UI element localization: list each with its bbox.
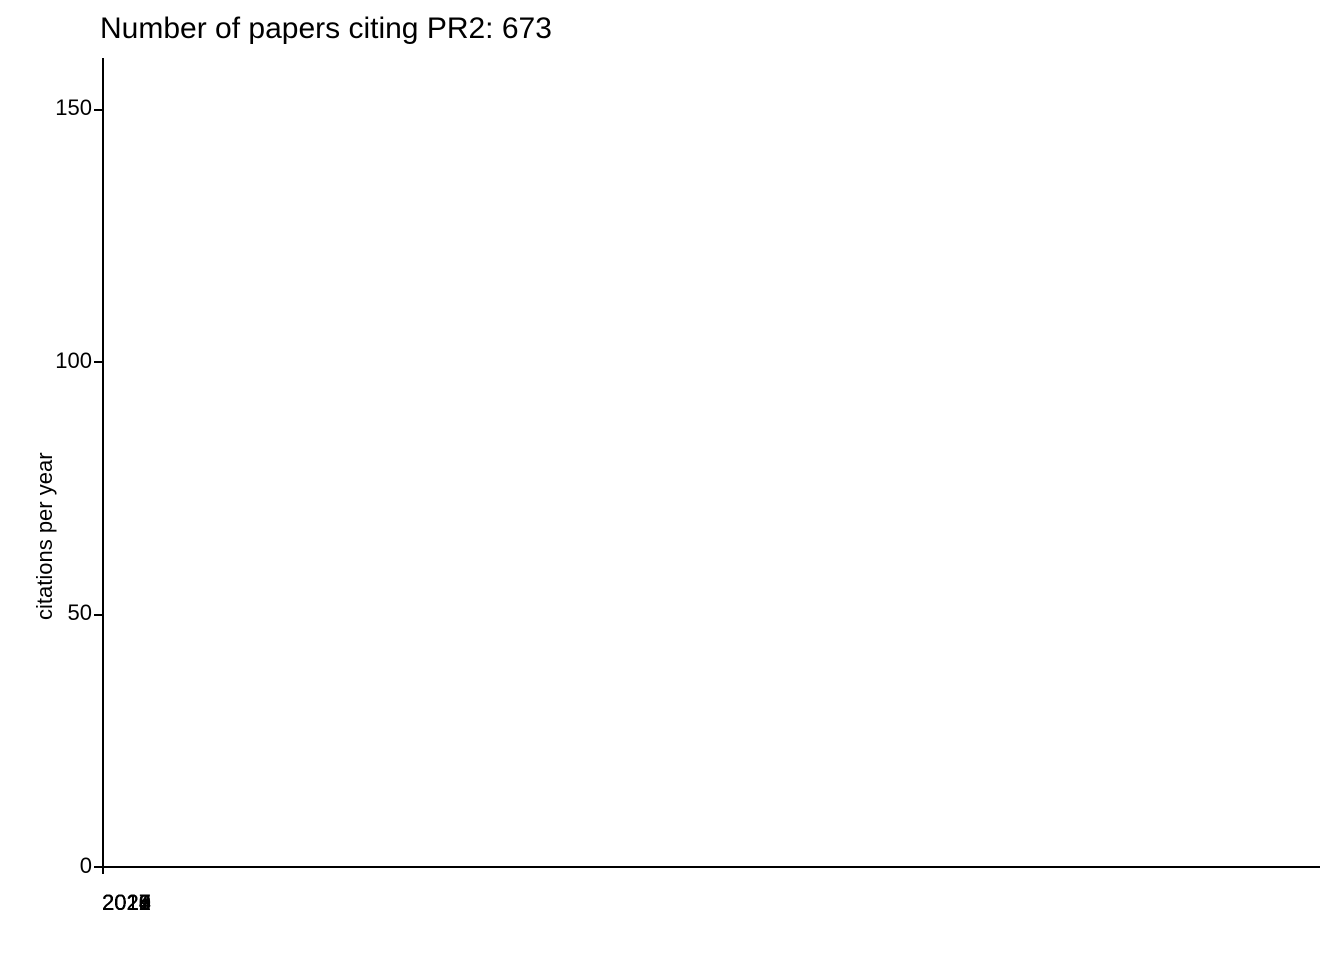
- y-axis-label: citations per year: [32, 452, 58, 620]
- x-tick: [102, 866, 104, 874]
- y-axis-line: [102, 58, 104, 868]
- plot-area: 0501001502013201420152016201720182019202…: [102, 58, 1320, 888]
- y-tick-label: 0: [22, 853, 92, 879]
- y-tick: [94, 361, 102, 363]
- y-tick-label: 50: [22, 600, 92, 626]
- bar-chart: Number of papers citing PR2: 673 citatio…: [0, 0, 1344, 960]
- chart-title: Number of papers citing PR2: 673: [100, 12, 552, 46]
- y-tick: [94, 614, 102, 616]
- x-tick-label: 2022: [102, 890, 151, 916]
- y-tick-label: 100: [22, 348, 92, 374]
- y-tick-label: 150: [22, 95, 92, 121]
- x-axis-line: [102, 866, 1320, 868]
- y-tick: [94, 866, 102, 868]
- y-tick: [94, 109, 102, 111]
